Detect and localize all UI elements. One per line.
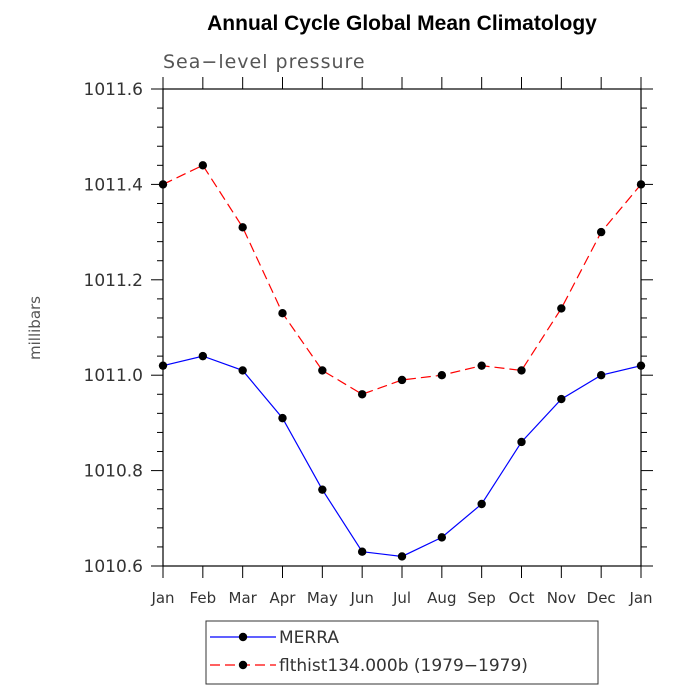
y-tick-label: 1011.2 bbox=[84, 271, 143, 291]
data-point bbox=[437, 533, 447, 542]
legend-box bbox=[205, 620, 599, 685]
x-tick-label: Apr bbox=[270, 589, 297, 607]
data-point bbox=[596, 227, 606, 237]
chart-title: Annual Cycle Global Mean Climatology bbox=[207, 12, 597, 35]
data-point bbox=[278, 413, 287, 423]
data-point bbox=[158, 180, 168, 189]
y-tick-label: 1010.6 bbox=[84, 557, 143, 577]
data-point bbox=[636, 180, 646, 189]
data-point bbox=[557, 304, 566, 313]
legend: MERRA flthist134.000b (1979−1979) bbox=[210, 628, 528, 676]
data-point bbox=[636, 361, 646, 370]
y-axis-label: millibars bbox=[26, 296, 44, 360]
y-tick-label: 1011.6 bbox=[84, 80, 143, 100]
data-point bbox=[238, 223, 247, 232]
legend-marker bbox=[238, 632, 248, 642]
x-tick-label: Nov bbox=[547, 589, 576, 607]
x-tick-label: Feb bbox=[190, 589, 217, 607]
data-point bbox=[477, 499, 486, 509]
data-point bbox=[357, 390, 367, 399]
x-tick-label: Jun bbox=[349, 589, 373, 607]
data-point bbox=[357, 547, 367, 556]
legend-marker bbox=[238, 660, 248, 670]
data-point bbox=[437, 371, 447, 380]
data-point bbox=[198, 161, 208, 170]
x-tick-label: Aug bbox=[427, 589, 456, 607]
data-point bbox=[318, 366, 327, 375]
legend-label: MERRA bbox=[279, 628, 339, 648]
legend-label: flthist134.000b (1979−1979) bbox=[279, 656, 528, 676]
data-point bbox=[397, 375, 407, 385]
data-point bbox=[557, 394, 566, 404]
x-tick-label: Jul bbox=[392, 589, 411, 607]
data-point bbox=[477, 361, 486, 370]
data-point bbox=[397, 552, 407, 561]
x-tick-label: Sep bbox=[468, 589, 496, 607]
data-point bbox=[517, 366, 526, 375]
x-tick-label: Dec bbox=[587, 589, 616, 607]
data-point bbox=[278, 308, 287, 318]
data-point bbox=[318, 485, 327, 494]
x-tick-label: Jan bbox=[628, 589, 652, 607]
x-tick-label: Jan bbox=[150, 589, 174, 607]
data-point bbox=[198, 351, 208, 361]
data-series bbox=[158, 161, 646, 561]
data-point bbox=[158, 361, 168, 370]
y-tick-label: 1011.0 bbox=[84, 366, 143, 386]
x-tick-label: May bbox=[307, 589, 338, 607]
axis-ticks: 1010.6 1010.8 1011.0 1011.2 1011.4 1011.6 Jan F… bbox=[84, 77, 653, 607]
y-tick-label: 1011.4 bbox=[84, 175, 143, 195]
plot-frame bbox=[162, 88, 642, 567]
data-point bbox=[517, 437, 526, 447]
data-point bbox=[238, 366, 247, 375]
data-point bbox=[596, 371, 606, 380]
y-tick-label: 1010.8 bbox=[84, 462, 143, 482]
series-line-1 bbox=[162, 164, 642, 395]
series-line-0 bbox=[162, 355, 642, 558]
chart-subtitle: Sea−level pressure bbox=[163, 51, 366, 73]
x-tick-label: Oct bbox=[509, 589, 535, 607]
x-tick-label: Mar bbox=[229, 589, 258, 607]
